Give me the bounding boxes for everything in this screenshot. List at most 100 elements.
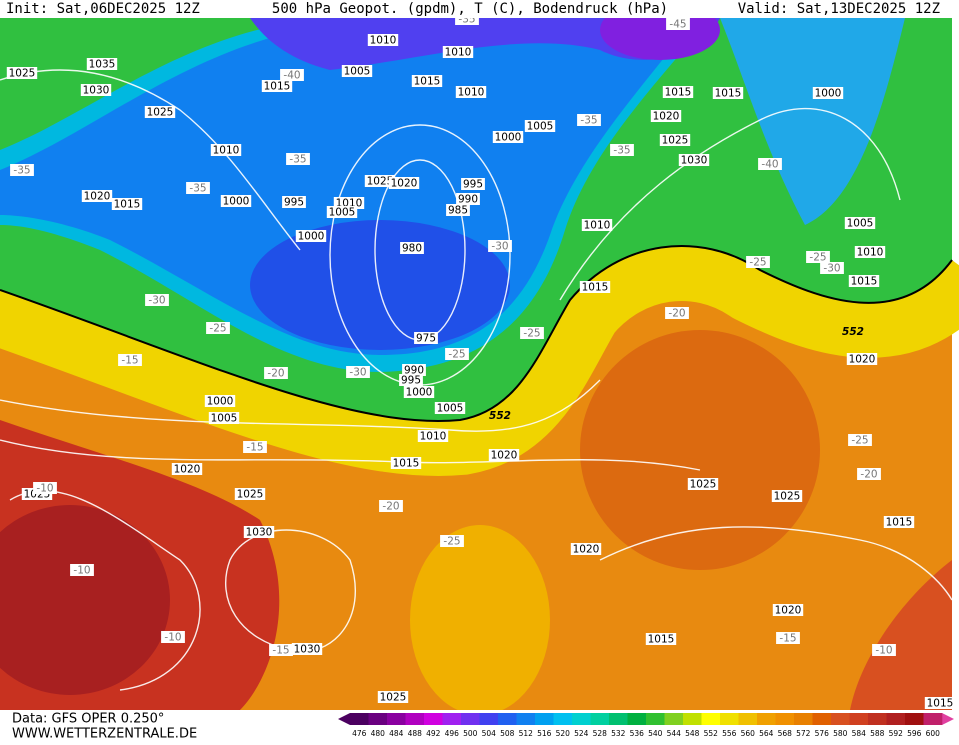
- temperature-label: -30: [349, 367, 366, 379]
- temperature-label: -35: [289, 154, 306, 166]
- pressure-label: 980: [402, 243, 422, 255]
- temperature-label-box: [577, 114, 601, 126]
- colorbar-swatch: [831, 713, 850, 725]
- pressure-label-box: [341, 65, 373, 77]
- pressure-label-box: [581, 219, 613, 231]
- colorbar-label: 576: [815, 729, 830, 738]
- temperature-label: -10: [36, 483, 53, 495]
- pressure-label: 1000: [223, 196, 250, 208]
- pressure-label-box: [86, 58, 118, 70]
- pressure-label-box: [411, 75, 443, 87]
- colorbar-swatch: [368, 713, 388, 725]
- temperature-label: -10: [164, 632, 181, 644]
- colorbar-label: 540: [648, 729, 663, 738]
- colorbar-swatch: [479, 713, 499, 725]
- pressure-label-box: [282, 196, 306, 208]
- colorbar-swatch: [590, 713, 610, 725]
- colorbar-label: 568: [778, 729, 793, 738]
- colorbar-swatch: [405, 713, 425, 725]
- pressure-label: 1025: [9, 68, 36, 80]
- pressure-label-box: [364, 175, 396, 187]
- temperature-label: -15: [121, 355, 138, 367]
- temperature-label-box: [520, 327, 544, 339]
- pressure-label: 1010: [458, 87, 485, 99]
- colorbar-swatch: [683, 713, 702, 725]
- height-label: 552: [489, 410, 511, 422]
- pressure-label-box: [678, 154, 710, 166]
- pressure-label-box: [883, 516, 915, 528]
- temperature-label: -25: [809, 252, 826, 264]
- pressure-label-box: [446, 204, 470, 216]
- temperature-label-box: [269, 644, 293, 656]
- pressure-label: 1000: [406, 387, 433, 399]
- temperature-label: -40: [761, 159, 778, 171]
- isobar: [9, 490, 201, 691]
- pressure-label-box: [687, 478, 719, 490]
- pressure-label-box: [848, 275, 880, 287]
- pressure-label-box: [243, 526, 275, 538]
- pressure-label-box: [844, 217, 876, 229]
- pressure-label-box: [455, 86, 487, 98]
- pressure-label-box: [204, 395, 236, 407]
- colorbar-swatch: [350, 713, 369, 725]
- pressure-label-box: [662, 86, 694, 98]
- temperature-label-box: [445, 348, 469, 360]
- pressure-label-box: [417, 430, 449, 442]
- pressure-label-box: [772, 604, 804, 616]
- pressure-label: 1020: [849, 354, 876, 366]
- warm-southeast: [850, 560, 952, 710]
- temperature-label-box: [280, 69, 304, 81]
- colorbar-end-high: [942, 713, 954, 725]
- temperature-label: -45: [669, 19, 686, 31]
- temperature-label-box: [746, 256, 770, 268]
- colorbar-end-low: [338, 713, 350, 725]
- temperature-label: -35: [189, 183, 206, 195]
- pressure-label: 1020: [391, 178, 418, 190]
- temperature-label-box: [186, 182, 210, 194]
- pressure-label: 1025: [774, 491, 801, 503]
- pressure-label-box: [488, 449, 520, 461]
- pressure-label-box: [388, 177, 420, 189]
- pressure-label: 985: [448, 205, 468, 217]
- pressure-label: 995: [284, 197, 304, 209]
- colorbar-swatch: [461, 713, 480, 725]
- colorbar-swatch: [664, 713, 684, 725]
- temperature-label: -20: [860, 469, 877, 481]
- colorbar-label: 524: [574, 729, 589, 738]
- temperature-label-box: [776, 632, 800, 644]
- temperature-label-box: [665, 307, 689, 319]
- pressure-label-box: [210, 144, 242, 156]
- colorbar-label: 596: [907, 729, 922, 738]
- colorbar-label: 572: [796, 729, 811, 738]
- colorbar-swatch: [775, 713, 795, 725]
- pressure-label-box: [367, 34, 399, 46]
- pressure-label: 1015: [648, 634, 675, 646]
- colorbar-label: 560: [741, 729, 756, 738]
- pressure-label-box: [326, 206, 358, 218]
- website: WWW.WETTERZENTRALE.DE: [12, 727, 197, 742]
- temperature-label: -20: [267, 368, 284, 380]
- pressure-label: 1015: [582, 282, 609, 294]
- colorbar-swatch: [535, 713, 554, 725]
- pressure-label: 1025: [380, 692, 407, 704]
- temperature-label: -15: [246, 442, 263, 454]
- pressure-label: 1010: [213, 145, 240, 157]
- colorbar-label: 544: [667, 729, 682, 738]
- pressure-label: 995: [401, 375, 421, 387]
- temperature-label-box: [872, 644, 896, 656]
- pressure-label-box: [650, 110, 682, 122]
- temperature-label: -10: [73, 565, 90, 577]
- temperature-label: -25: [749, 257, 766, 269]
- colorbar-swatch: [627, 713, 647, 725]
- isobar: [0, 439, 701, 471]
- pressure-label: 1015: [886, 517, 913, 529]
- temperature-label-box: [346, 366, 370, 378]
- temperature-label-box: [118, 354, 142, 366]
- isobar: [599, 526, 953, 601]
- pressure-label: 1025: [237, 489, 264, 501]
- valid-time: Valid: Sat,13DEC2025 12Z: [738, 1, 940, 17]
- temperature-label-box: [10, 164, 34, 176]
- pressure-label-box: [80, 84, 112, 96]
- colorbar-label: 504: [482, 729, 497, 738]
- pressure-label: 1020: [653, 111, 680, 123]
